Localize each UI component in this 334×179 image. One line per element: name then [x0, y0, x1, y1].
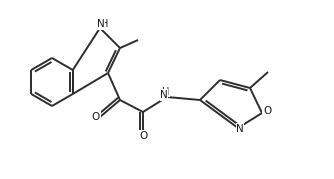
Text: N: N [97, 19, 105, 29]
Text: H: H [162, 87, 170, 97]
Text: H: H [101, 19, 109, 29]
Text: O: O [139, 131, 147, 141]
Text: O: O [263, 106, 271, 116]
Text: N: N [236, 124, 244, 134]
Text: O: O [92, 112, 100, 122]
Text: N: N [160, 90, 168, 100]
